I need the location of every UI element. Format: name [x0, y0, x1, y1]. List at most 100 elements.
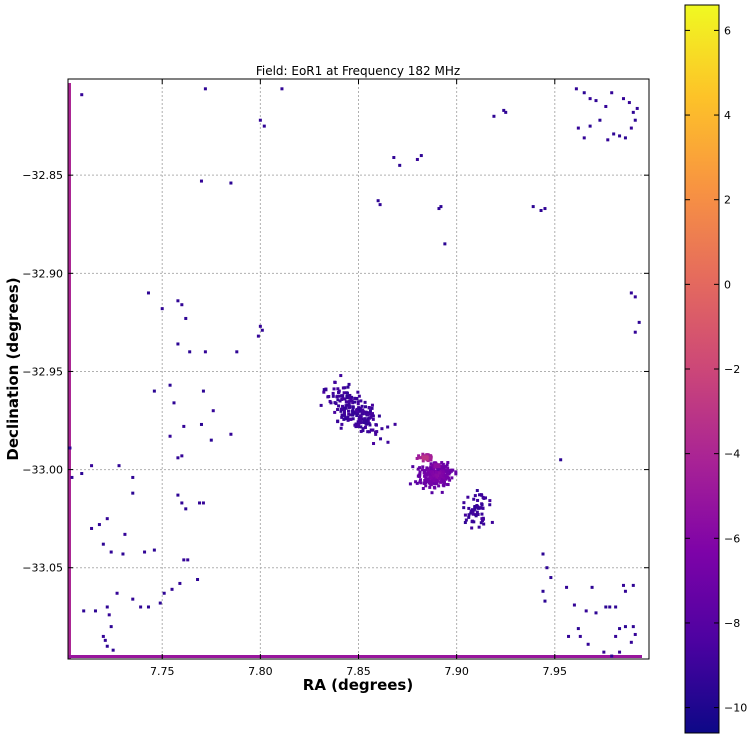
heatmap-pixel	[618, 134, 622, 138]
heatmap-pixel	[180, 303, 184, 307]
heatmap-pixel	[602, 650, 606, 654]
heatmap-pixel	[623, 625, 627, 629]
heatmap-pixel	[484, 496, 488, 500]
heatmap-pixel	[428, 485, 432, 489]
heatmap-pixel	[429, 458, 433, 462]
heatmap-pixel	[209, 438, 213, 442]
heatmap-pixel	[627, 101, 631, 105]
heatmap-pixel	[359, 425, 363, 429]
heatmap-pixel	[463, 521, 467, 525]
heatmap-pixel	[201, 389, 205, 393]
heatmap-pixel	[370, 403, 374, 407]
heatmap-pixel	[426, 471, 430, 475]
y-tick-label: −32.85	[22, 169, 63, 182]
heatmap-pixel	[379, 437, 383, 441]
heatmap-pixel	[356, 400, 360, 404]
heatmap-pixel	[90, 526, 94, 530]
grid-lines	[68, 79, 649, 659]
heatmap-pixel	[188, 350, 192, 354]
heatmap-pixel	[336, 394, 340, 398]
heatmap-pixel	[441, 462, 445, 466]
heatmap-pixel	[463, 513, 467, 517]
heatmap-pixel	[235, 350, 239, 354]
heatmap-pixel	[488, 503, 492, 507]
y-axis-label: Declination (degrees)	[4, 277, 22, 460]
heatmap-pixel	[462, 501, 466, 505]
heatmap-pixel	[419, 154, 423, 158]
heatmap-pixel	[435, 482, 439, 486]
heatmap-pixel	[196, 578, 200, 582]
heatmap-pixel	[440, 461, 444, 465]
heatmap-pixel	[103, 638, 107, 642]
heatmap-pixel	[356, 412, 360, 416]
heatmap-pixel	[374, 423, 378, 427]
heatmap-pixel	[107, 613, 111, 617]
heatmap-pixel	[393, 422, 397, 426]
heatmap-pixel	[338, 399, 342, 403]
heatmap-pixel	[351, 405, 355, 409]
heatmap-pixel	[70, 475, 74, 479]
heatmap-pixel	[631, 583, 635, 587]
heatmap-pixel	[447, 476, 451, 480]
heatmap-pixel	[143, 550, 147, 554]
heatmap-pixel	[541, 552, 545, 556]
heatmap-pixel	[344, 404, 348, 408]
heatmap-pixel	[633, 330, 637, 334]
heatmap-pixel	[443, 473, 447, 477]
heatmap-pixel	[610, 91, 614, 95]
heatmap-pixel	[339, 407, 343, 411]
heatmap-pixel	[421, 452, 425, 456]
heatmap-pixel	[178, 581, 182, 585]
heatmap-pixel	[467, 513, 471, 517]
heatmap-pixel	[567, 634, 571, 638]
heatmap-pixel	[481, 506, 485, 510]
colorbar-tick-label: −4	[724, 448, 740, 461]
heatmap-pixel	[474, 514, 478, 518]
heatmap-pixel	[332, 387, 336, 391]
colorbar-tick-label: −6	[724, 532, 740, 545]
heatmap-pixel	[444, 476, 448, 480]
heatmap-pixel	[203, 350, 207, 354]
heatmap-pixel	[477, 525, 481, 529]
heatmap-pixel	[357, 407, 361, 411]
heatmap-pixel	[470, 508, 474, 512]
heatmap-pixel	[131, 475, 135, 479]
heatmap-pixel	[446, 461, 450, 465]
heatmap-pixel	[351, 407, 355, 411]
heatmap-pixel	[545, 566, 549, 570]
colorbar-tick-label: 4	[724, 109, 731, 122]
heatmap-pixel	[355, 422, 359, 426]
heatmap-pixel	[439, 474, 443, 478]
heatmap-pixel	[473, 504, 477, 508]
heatmap-pixel	[433, 482, 437, 486]
heatmap-pixel	[439, 466, 443, 470]
heatmap-pixel	[543, 207, 547, 211]
heatmap-pixel	[618, 650, 622, 654]
heatmap-pixel	[440, 464, 444, 468]
heatmap-pixel	[109, 550, 113, 554]
y-axis-ticks: −32.85 −32.90 −32.95 −33.00 −33.05	[22, 169, 649, 575]
heatmap-pixel	[347, 395, 351, 399]
heatmap-pixel	[338, 394, 342, 398]
heatmap-pixel	[374, 432, 378, 436]
heatmap-pixel	[472, 497, 476, 501]
heatmap-pixel	[364, 405, 368, 409]
heatmap-pixel	[111, 648, 115, 652]
heatmap-pixel	[369, 428, 373, 432]
heatmap-pixel	[479, 521, 483, 525]
heatmap-pixel	[363, 425, 367, 429]
heatmap-pixel	[426, 480, 430, 484]
heatmap-pixel	[176, 456, 180, 460]
heatmap-pixel	[447, 472, 451, 476]
heatmap-pixel	[101, 542, 105, 546]
heatmap-pixel	[424, 468, 428, 472]
heatmap-pixel	[418, 472, 422, 476]
heatmap-pixel	[427, 458, 431, 462]
heatmap-pixel	[343, 386, 347, 390]
heatmap-pixel	[425, 453, 429, 457]
heatmap-pixel	[408, 482, 412, 486]
heatmap-pixel	[348, 405, 352, 409]
heatmap-pixel	[258, 118, 262, 122]
heatmap-pixel	[342, 391, 346, 395]
heatmap-pixel	[418, 478, 422, 482]
